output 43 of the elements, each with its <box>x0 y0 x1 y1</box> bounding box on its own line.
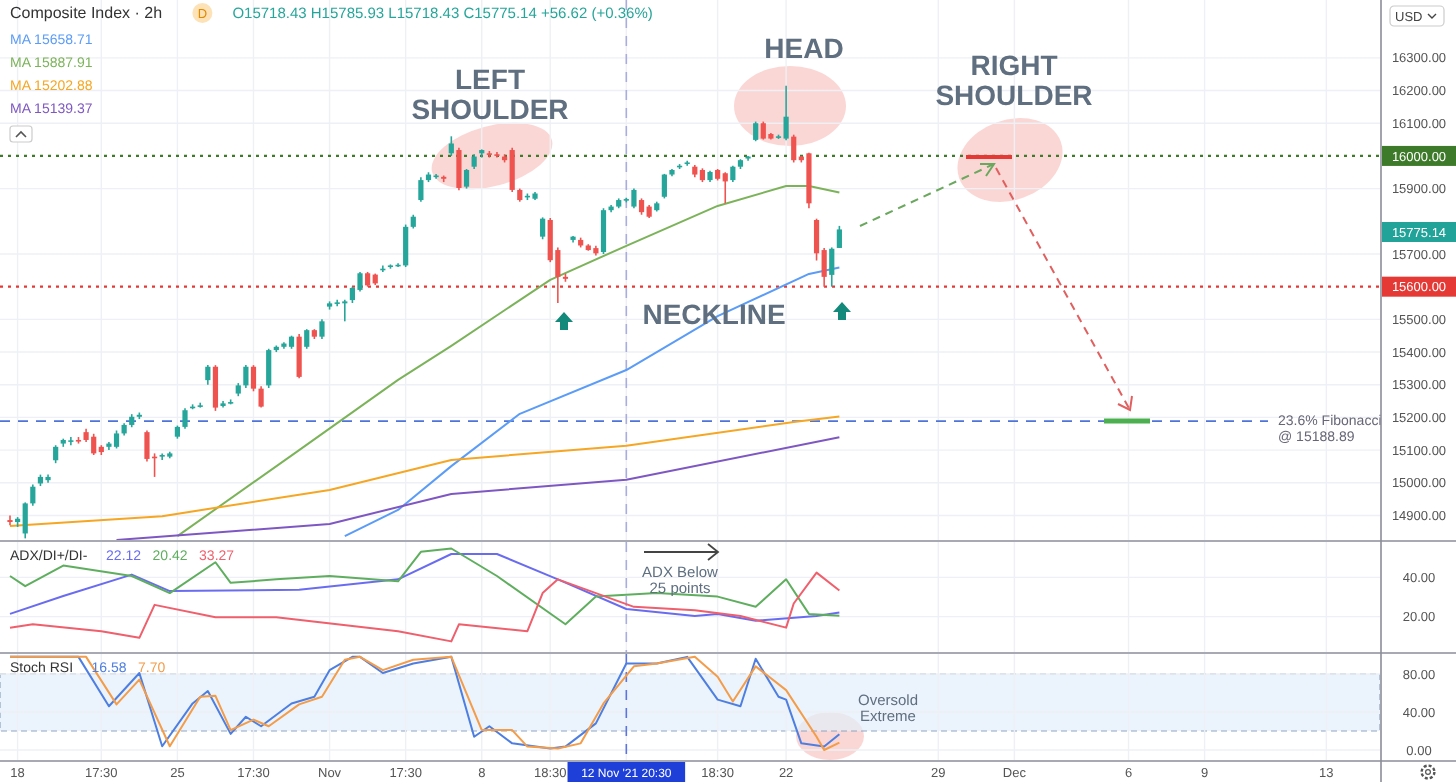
line-series <box>115 436 841 540</box>
annotation: HEAD <box>764 31 844 64</box>
line-series <box>176 184 841 538</box>
candlestick <box>7 514 13 527</box>
candlestick <box>243 364 249 389</box>
candlestick <box>91 432 97 456</box>
candlestick <box>722 171 728 205</box>
candlestick <box>456 146 462 192</box>
candlestick <box>304 328 310 350</box>
candlestick <box>357 271 363 293</box>
candlestick <box>22 501 28 540</box>
chart-title: Composite Index · 2h <box>10 4 163 22</box>
candlestick <box>836 225 842 249</box>
candlestick <box>661 173 667 200</box>
candlestick <box>540 216 546 241</box>
line-series <box>343 266 841 538</box>
candlestick <box>144 429 150 463</box>
candlestick <box>182 407 188 430</box>
candlestick <box>342 298 348 323</box>
candlestick <box>509 146 515 193</box>
candlestick <box>159 452 165 461</box>
candlestick <box>753 120 759 143</box>
candlestick <box>631 187 637 210</box>
annotation: LEFT SHOULDER <box>411 63 569 125</box>
candlestick <box>250 364 257 393</box>
candlestick <box>403 223 409 268</box>
candlestick <box>319 318 325 340</box>
candlestick <box>68 436 74 447</box>
candlestick <box>783 84 789 142</box>
candlestick <box>30 483 36 507</box>
candlestick <box>463 168 470 190</box>
candlestick <box>418 176 424 203</box>
candlestick <box>205 364 211 386</box>
candlestick <box>212 364 219 412</box>
candlestick <box>829 246 835 288</box>
annotation: RIGHT SHOULDER <box>935 49 1093 111</box>
candlestick <box>258 385 264 409</box>
candlestick <box>791 133 797 164</box>
candlestick <box>296 333 302 379</box>
line-series <box>9 415 841 527</box>
candlestick <box>600 207 607 255</box>
candlestick <box>266 347 272 389</box>
candlestick <box>448 135 454 157</box>
